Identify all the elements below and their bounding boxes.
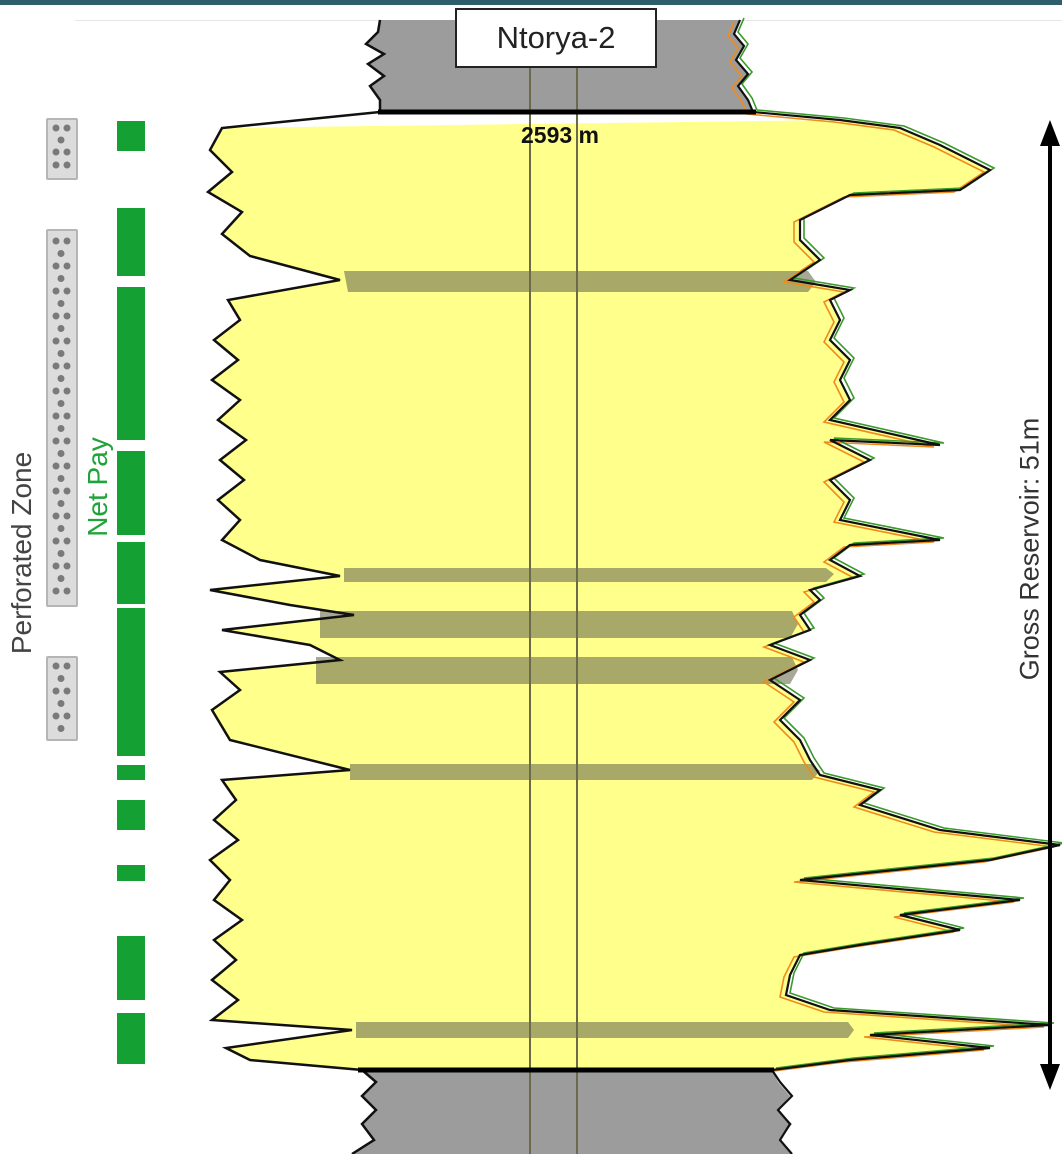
net-pay-interval [117,765,145,780]
gross-reservoir-label: Gross Reservoir: 51m [1014,417,1045,681]
shale-bottom [352,1070,792,1154]
shale-band-2 [344,568,834,582]
shale-band-6 [356,1022,854,1038]
perforation-dots [52,124,71,169]
perforation-dots-main [52,237,71,595]
net-pay-interval [117,121,145,151]
net-pay-interval [117,208,145,276]
gross-reservoir-arrow-top [1040,120,1060,146]
depth-label: 2593 m [520,122,599,148]
top-accent-bar [0,0,1062,5]
shale-band-3 [320,611,798,638]
resistivity-curve-orange [727,21,1055,1073]
shale-band-4 [316,657,798,684]
net-pay-interval [117,542,145,604]
gamma-ray-curve [205,19,387,1154]
net-pay-interval [117,608,145,756]
shale-band-1 [344,271,816,292]
gross-reservoir-arrow-bottom [1040,1064,1060,1090]
well-name-label: Ntorya-2 [455,8,657,68]
shale-band-5 [350,764,820,780]
net-pay-interval [117,936,145,1000]
resistivity-curve [732,19,1061,1154]
net-pay-label: Net Pay [82,437,113,537]
net-pay-interval [117,865,145,881]
net-pay-interval [117,287,145,440]
perforated-zone-label: Perforated Zone [6,451,37,655]
net-pay-interval [117,451,145,535]
perforation-dots-lower [52,662,71,732]
sand-fill [208,120,1060,1070]
net-pay-interval [117,800,145,830]
net-pay-interval [117,1013,145,1064]
